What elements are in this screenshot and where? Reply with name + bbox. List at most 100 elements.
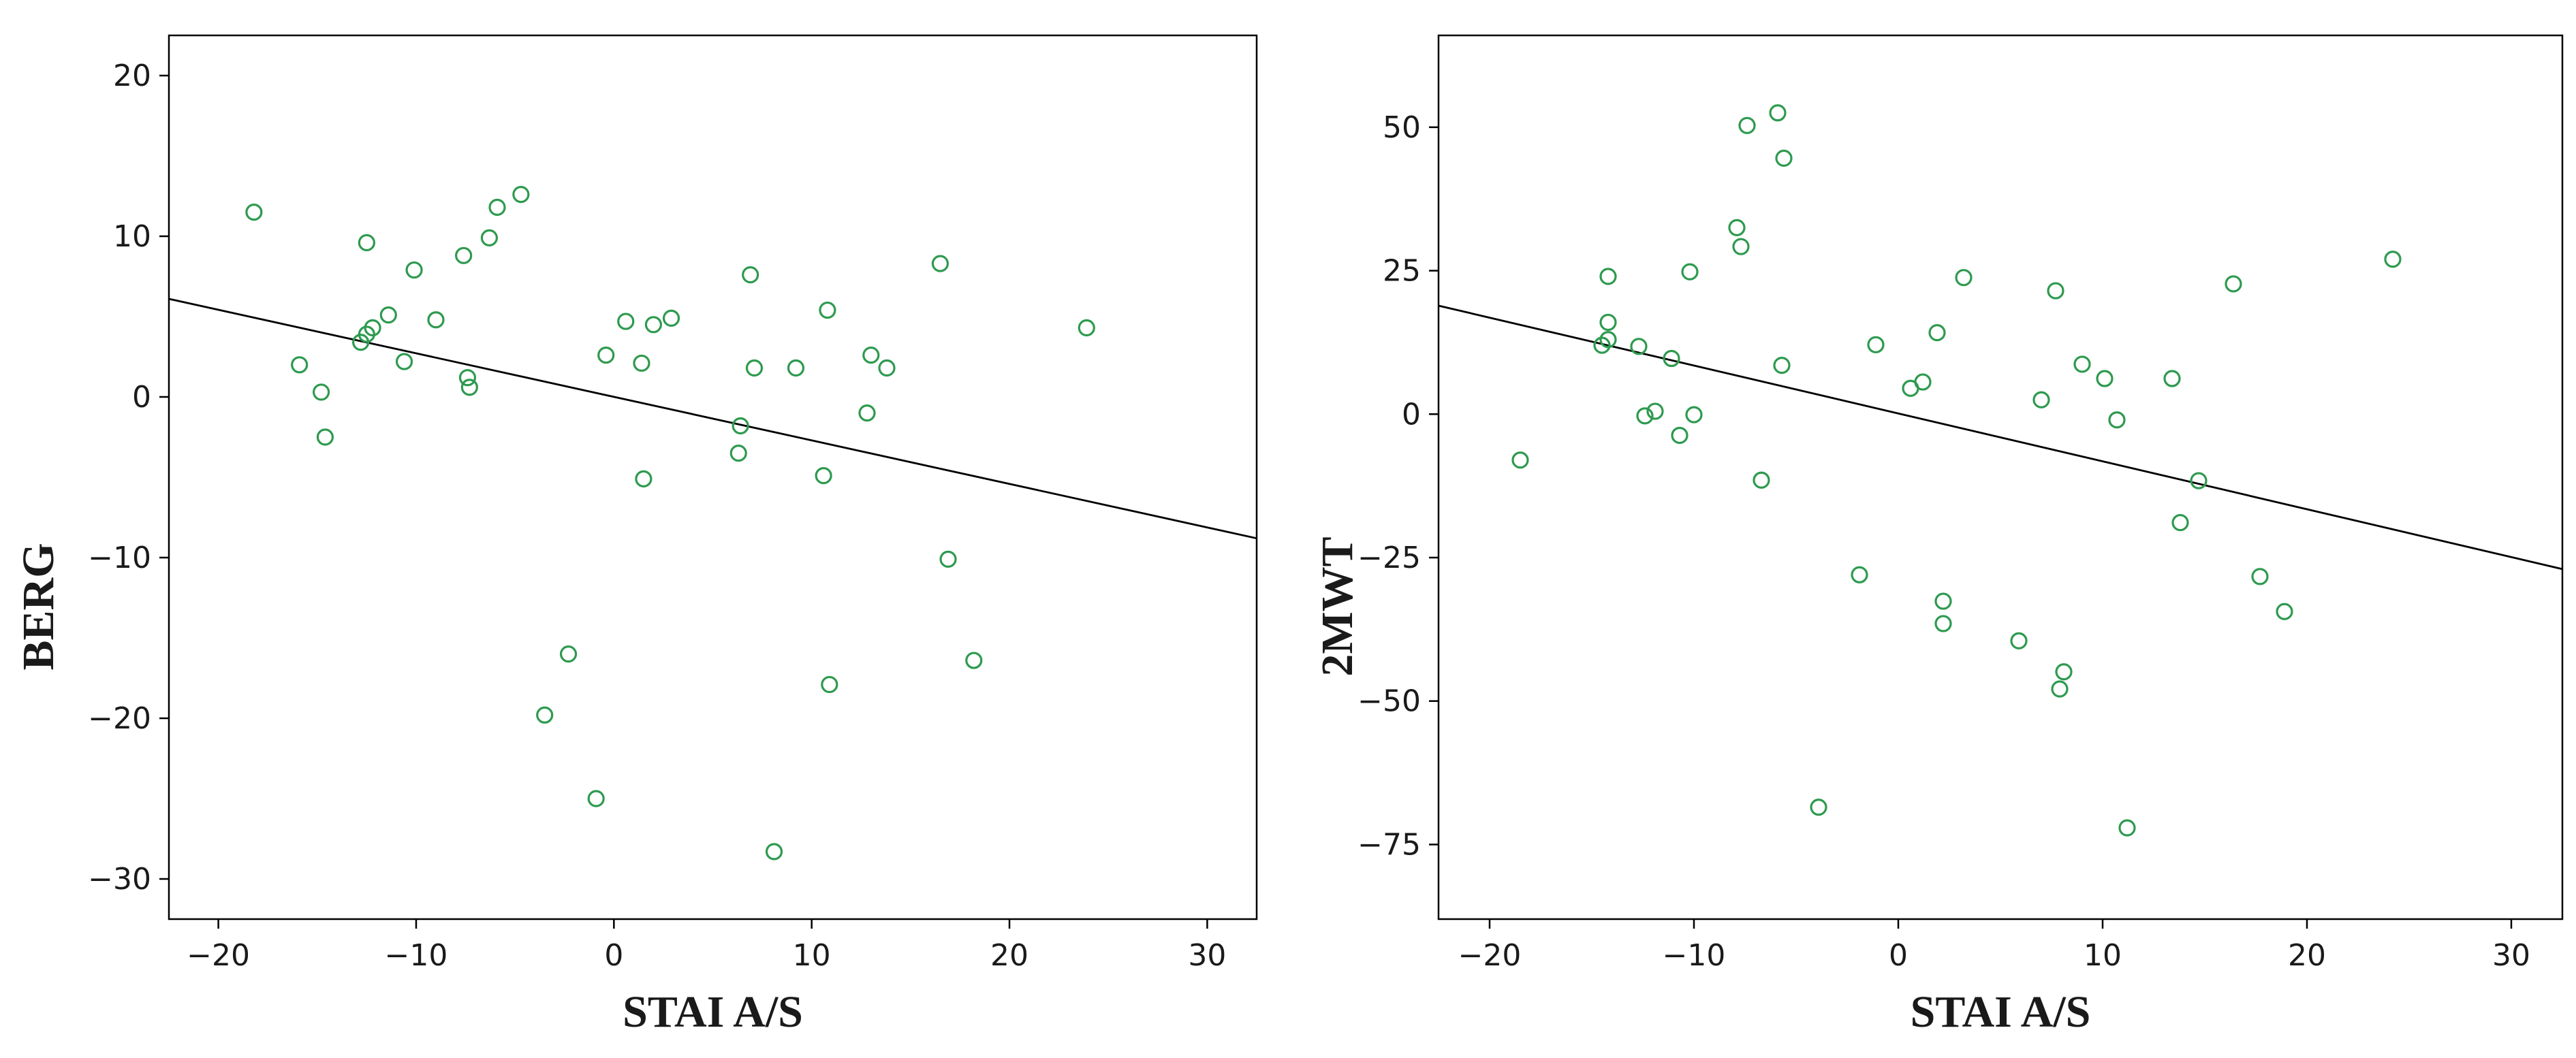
data-point: [617, 312, 635, 330]
x-axis-title: STAI A/S: [623, 987, 803, 1037]
x-tick-label: −20: [187, 938, 250, 973]
data-point: [1593, 336, 1611, 354]
x-tick-label: 30: [1188, 938, 1226, 973]
data-point: [745, 359, 764, 377]
data-point: [732, 417, 749, 435]
data-point: [1773, 357, 1791, 374]
y-tick-label: −75: [1357, 827, 1421, 862]
data-point: [1646, 402, 1664, 420]
y-tick-label: 20: [113, 59, 151, 93]
data-point: [358, 234, 375, 252]
data-point: [765, 843, 783, 861]
data-point: [1867, 336, 1885, 353]
y-tick-label: 50: [1383, 110, 1421, 145]
data-point: [405, 261, 423, 279]
data-point: [2032, 391, 2050, 408]
data-points: [1511, 104, 2402, 837]
x-tick-label: −10: [385, 938, 448, 973]
y-tick-label: −50: [1357, 684, 1421, 719]
data-point: [2171, 513, 2189, 532]
data-point: [965, 652, 983, 669]
data-point: [379, 306, 397, 324]
y-axis-title: 2MWT: [1313, 536, 1362, 676]
data-point: [1769, 104, 1787, 122]
y-tick-label: 10: [113, 219, 151, 254]
data-point: [1738, 116, 1756, 134]
x-tick-label: 0: [604, 938, 623, 973]
data-point: [787, 359, 805, 377]
data-point: [2190, 472, 2208, 490]
data-point: [1775, 149, 1793, 167]
data-point: [1663, 349, 1680, 368]
data-point: [395, 353, 413, 370]
data-point: [1753, 471, 1770, 489]
data-point: [858, 404, 876, 422]
data-point: [635, 470, 653, 487]
data-point: [536, 706, 554, 724]
data-points: [245, 186, 1095, 861]
data-point: [1671, 426, 1688, 445]
data-point: [245, 204, 263, 221]
x-tick-label: −20: [1458, 938, 1522, 973]
data-point: [1599, 331, 1617, 349]
y-tick-label: 25: [1383, 254, 1421, 289]
data-point: [1934, 615, 1952, 632]
y-tick-label: 0: [132, 380, 151, 415]
x-tick-label: 30: [2492, 938, 2530, 973]
x-tick-label: 20: [2288, 938, 2326, 973]
plot-frame: [168, 34, 1258, 920]
plot-frame: [1437, 34, 2564, 920]
data-point: [1078, 319, 1095, 337]
y-tick-label: 0: [1402, 397, 1421, 432]
data-point: [742, 266, 759, 284]
x-tick-label: 10: [793, 938, 831, 973]
data-point: [512, 186, 530, 204]
y-tick-label: −10: [88, 541, 151, 575]
data-point: [316, 428, 334, 446]
data-point: [2118, 819, 2136, 837]
data-point: [2251, 568, 2269, 586]
data-point: [644, 316, 662, 334]
data-point: [1630, 338, 1648, 355]
x-tick-label: 10: [2084, 938, 2122, 973]
data-point: [1728, 219, 1746, 236]
axis-ticks: −20 −10 0 10 20 30 50 25 0 −25 −50 −75: [1357, 110, 2530, 973]
data-point: [2108, 411, 2126, 429]
x-tick-label: −10: [1663, 938, 1726, 973]
data-point: [1810, 799, 1827, 816]
data-point: [1914, 373, 1932, 391]
data-point: [633, 354, 650, 372]
y-axis-title: BERG: [14, 543, 63, 670]
data-point: [291, 356, 309, 374]
data-point: [2225, 275, 2242, 293]
x-axis-title: STAI A/S: [1911, 987, 2091, 1037]
data-point: [364, 319, 381, 337]
y-tick-label: −30: [88, 862, 151, 897]
data-point: [821, 675, 838, 694]
data-point: [1636, 407, 1654, 425]
data-point: [480, 229, 498, 246]
data-point: [2055, 663, 2073, 681]
x-tick-label: 20: [990, 938, 1028, 973]
data-point: [460, 379, 478, 396]
data-point: [488, 198, 506, 217]
data-point: [819, 301, 836, 319]
2mwt-scatter-panel: −20 −10 0 10 20 30 50 25 0 −25 −50 −75 STAI A/S 2MW…: [1313, 34, 2564, 1037]
data-point: [559, 645, 578, 663]
data-point: [2096, 370, 2114, 387]
data-point: [1934, 592, 1952, 610]
data-point: [2010, 632, 2028, 650]
regression-line: [1438, 304, 2563, 571]
data-point: [815, 467, 832, 485]
data-point: [878, 359, 896, 377]
data-point: [312, 383, 330, 401]
x-tick-label: 0: [1889, 938, 1908, 973]
data-point: [2073, 355, 2091, 373]
data-point: [458, 369, 477, 387]
data-point: [939, 550, 957, 568]
data-point: [662, 309, 680, 327]
data-point: [1732, 238, 1750, 255]
data-point: [1681, 263, 1699, 280]
